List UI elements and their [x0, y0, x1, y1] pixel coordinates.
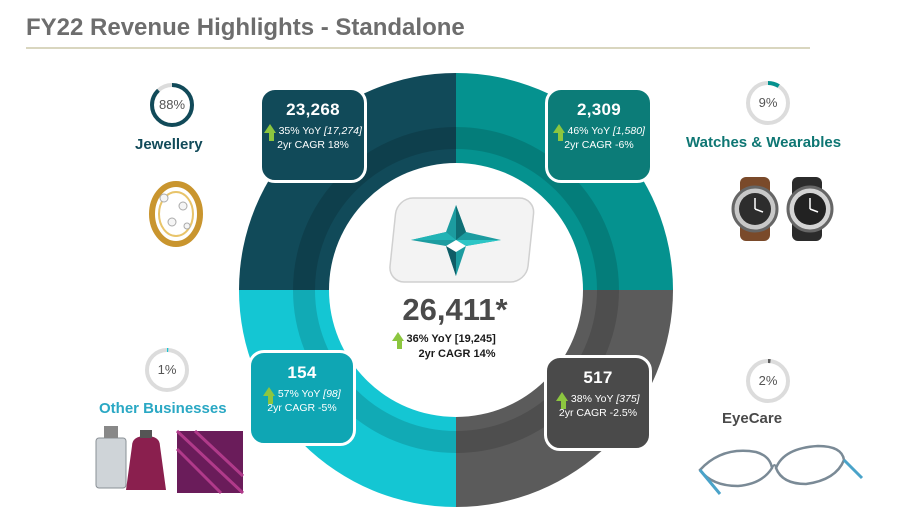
up-arrow-icon: [264, 123, 277, 133]
jewellery-share-gauge: [150, 83, 194, 127]
total-yoy-text: 36% YoY [19,245]: [406, 333, 496, 345]
eyecare-share-ring: 2%: [745, 358, 791, 404]
jewellery-share-ring: 88%: [149, 82, 195, 128]
eyecare-share-gauge: [746, 359, 790, 403]
other-value: 154: [287, 363, 317, 382]
other-box: 154 57% YoY [98] 2yr CAGR -5%: [248, 350, 356, 446]
watches-label: Watches & Wearables: [686, 134, 842, 151]
jewellery-share: 88%: [158, 97, 186, 112]
total-cagr: 2yr CAGR 14%: [418, 348, 496, 360]
watches-box: 2,309 46% YoY [1,580] 2yr CAGR -6%: [545, 87, 653, 183]
other-share: 1%: [157, 362, 177, 377]
other-yoy-base: [98]: [323, 388, 341, 400]
jewellery-cagr: 2yr CAGR 18%: [277, 139, 349, 151]
total-revenue: 26,411*: [402, 292, 508, 327]
other-yoy-text: 57% YoY: [277, 388, 324, 400]
jewellery-yoy-base: [17,274]: [323, 125, 362, 137]
jewellery-box: 23,268 35% YoY [17,274] 2yr CAGR 18%: [259, 87, 367, 183]
up-arrow-icon: [263, 386, 276, 396]
other-share-gauge: [145, 348, 189, 392]
eyecare-label: EyeCare: [722, 410, 783, 427]
watches-share-ring: 9%: [745, 80, 791, 126]
other-cagr: 2yr CAGR -5%: [267, 402, 337, 414]
jewellery-yoy-text: 35% YoY: [278, 125, 324, 137]
title-divider: [26, 47, 810, 49]
watches-share-gauge: [746, 81, 790, 125]
watches-value: 2,309: [576, 100, 622, 119]
other-yoy: 57% YoY [98]: [251, 386, 353, 404]
up-arrow-icon: [553, 123, 565, 133]
watches-yoy: 46% YoY [1,580]: [548, 123, 650, 141]
other-share-ring: 1%: [144, 347, 190, 393]
total-yoy: 36% YoY [19,245]: [392, 331, 522, 349]
up-arrow-stem: [560, 399, 566, 409]
up-arrow-stem: [268, 131, 274, 141]
up-arrow-icon: [556, 391, 569, 401]
inner-ring-shade: [293, 127, 619, 453]
watches-share: 9%: [758, 95, 778, 110]
eyecare-value: 517: [583, 368, 613, 387]
page-title: FY22 Revenue Highlights - Standalone: [26, 14, 465, 41]
eyecare-yoy-text: 38% YoY: [570, 393, 617, 405]
up-arrow-stem: [557, 131, 563, 141]
eyecare-yoy-base: [375]: [616, 393, 640, 405]
watches-yoy-text: 46% YoY: [567, 125, 613, 137]
watches-yoy-base: [1,580]: [612, 125, 645, 137]
other-label: Other Businesses: [99, 400, 227, 417]
jewellery-yoy: 35% YoY [17,274]: [262, 123, 364, 141]
jewellery-value: 23,268: [286, 100, 340, 119]
up-arrow-stem: [267, 394, 273, 404]
up-arrow-icon: [392, 331, 404, 341]
jewellery-label: Jewellery: [135, 136, 203, 153]
star-logo-icon: [389, 197, 535, 283]
eyecare-yoy: 38% YoY [375]: [547, 391, 649, 409]
eyecare-cagr: 2yr CAGR -2.5%: [558, 407, 638, 419]
up-arrow-stem: [396, 339, 402, 349]
eyecare-box: 517 38% YoY [375] 2yr CAGR -2.5%: [544, 355, 652, 451]
eyecare-share: 2%: [758, 373, 778, 388]
watches-cagr: 2yr CAGR -6%: [564, 139, 634, 151]
